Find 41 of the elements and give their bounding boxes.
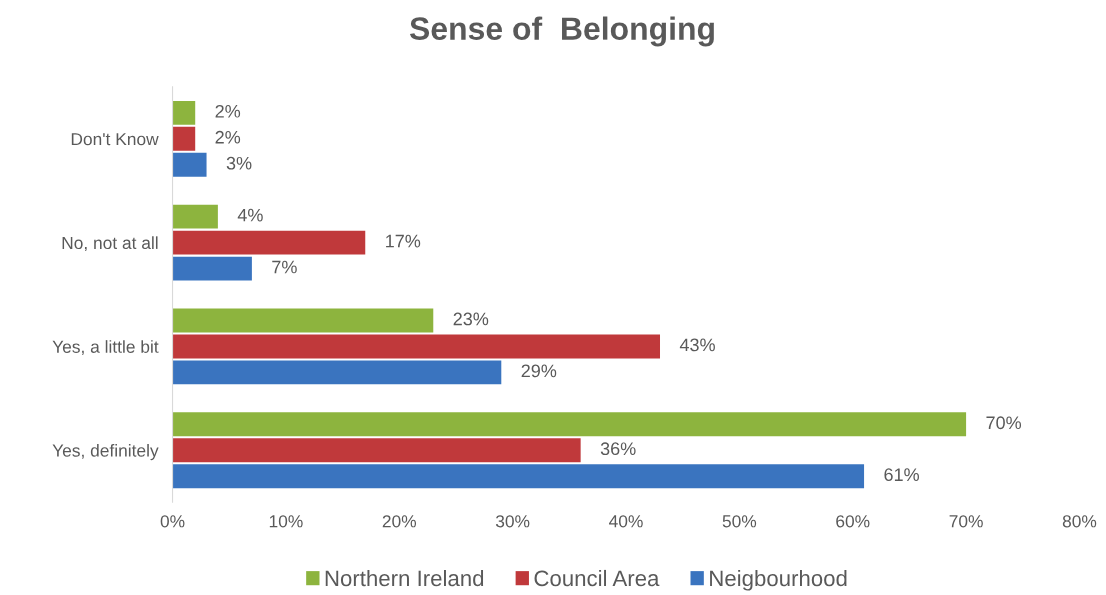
legend-label: Northern Ireland	[325, 569, 484, 587]
data-label: 36%	[600, 442, 636, 456]
x-tick-label: 70%	[949, 515, 983, 528]
bar	[172, 126, 196, 151]
chart-title: Sense of Belonging	[409, 16, 714, 47]
bar	[172, 334, 661, 359]
x-tick-label: 80%	[1062, 515, 1097, 528]
data-label: 61%	[884, 468, 919, 482]
x-tick-label: 50%	[722, 515, 757, 528]
data-label: 17%	[386, 234, 421, 248]
bar	[172, 100, 196, 125]
x-tick-label: 10%	[269, 515, 303, 528]
data-label: 7%	[272, 260, 297, 274]
data-label: 4%	[237, 208, 263, 222]
bar	[172, 230, 366, 255]
bar	[172, 152, 207, 177]
data-label: 23%	[453, 312, 489, 326]
y-tick-label: Yes, definitely	[52, 443, 159, 461]
legend-label: Council Area	[534, 569, 660, 587]
x-tick-label: 30%	[495, 515, 530, 528]
legend-label: Neigbourhood	[710, 569, 847, 591]
x-tick-label: 40%	[609, 515, 643, 528]
bar	[172, 412, 967, 437]
data-label: 2%	[215, 130, 241, 144]
x-tick-label: 0%	[160, 515, 185, 528]
y-tick-label: No, not at all	[62, 236, 158, 252]
data-label: 43%	[679, 338, 715, 352]
bar	[172, 464, 865, 489]
data-label: 2%	[215, 104, 241, 118]
bar	[172, 360, 502, 385]
x-tick-label: 20%	[382, 515, 417, 528]
y-tick-label: Don't Know	[71, 133, 159, 146]
data-label: 3%	[226, 156, 252, 170]
bar	[172, 438, 581, 463]
bar	[172, 204, 218, 229]
x-tick-label: 60%	[836, 515, 870, 528]
data-label: 70%	[986, 416, 1022, 430]
bar	[172, 256, 252, 281]
bar	[172, 308, 434, 333]
data-label: 29%	[521, 364, 557, 378]
y-tick-label: Yes, a little bit	[52, 340, 159, 355]
